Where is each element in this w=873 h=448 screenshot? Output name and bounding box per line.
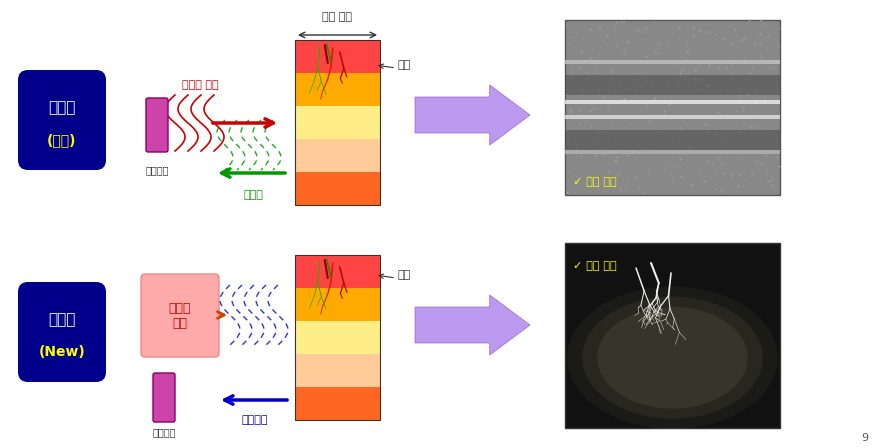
- Polygon shape: [415, 85, 530, 145]
- Text: 혈관: 혈관: [398, 270, 411, 280]
- FancyBboxPatch shape: [153, 373, 175, 422]
- Bar: [295, 139, 380, 172]
- Bar: [295, 106, 380, 139]
- Bar: [295, 354, 380, 387]
- Text: 광음향파: 광음향파: [242, 415, 268, 425]
- Bar: [295, 172, 380, 205]
- Text: (기존): (기존): [47, 133, 77, 147]
- Bar: [565, 20, 780, 195]
- Bar: [295, 255, 380, 288]
- Bar: [565, 115, 780, 119]
- Bar: [565, 75, 780, 95]
- Text: 트랜듀서: 트랜듀서: [152, 427, 175, 437]
- Bar: [295, 387, 380, 420]
- Text: 혈관: 혈관: [398, 60, 411, 70]
- Bar: [565, 60, 780, 64]
- Text: (New): (New): [38, 345, 86, 359]
- Polygon shape: [415, 295, 530, 355]
- Text: 트랜듀서: 트랜듀서: [145, 165, 168, 175]
- Bar: [565, 150, 780, 154]
- Ellipse shape: [597, 307, 748, 409]
- Text: 광음향: 광음향: [48, 313, 76, 327]
- Ellipse shape: [582, 297, 763, 419]
- Text: 9: 9: [861, 433, 868, 443]
- Bar: [295, 73, 380, 106]
- Text: 초음파 펄스: 초음파 펄스: [182, 80, 218, 90]
- Text: 초음파: 초음파: [48, 100, 76, 116]
- Bar: [295, 321, 380, 354]
- Bar: [295, 288, 380, 321]
- Text: 층상 조직: 층상 조직: [322, 12, 353, 22]
- FancyBboxPatch shape: [18, 70, 106, 170]
- Bar: [295, 40, 380, 73]
- Bar: [565, 243, 780, 428]
- Bar: [295, 255, 380, 420]
- FancyBboxPatch shape: [146, 98, 168, 152]
- FancyBboxPatch shape: [141, 274, 219, 357]
- Bar: [295, 40, 380, 205]
- FancyBboxPatch shape: [18, 282, 106, 382]
- Text: ✓ 혈관 구조: ✓ 혈관 구조: [573, 261, 616, 271]
- Text: 반사파: 반사파: [243, 190, 263, 200]
- Text: 레이저
펄스: 레이저 펄스: [168, 302, 191, 329]
- Bar: [565, 100, 780, 104]
- Bar: [565, 130, 780, 150]
- Text: ✓ 층상 구조: ✓ 층상 구조: [573, 177, 616, 187]
- Ellipse shape: [567, 286, 778, 429]
